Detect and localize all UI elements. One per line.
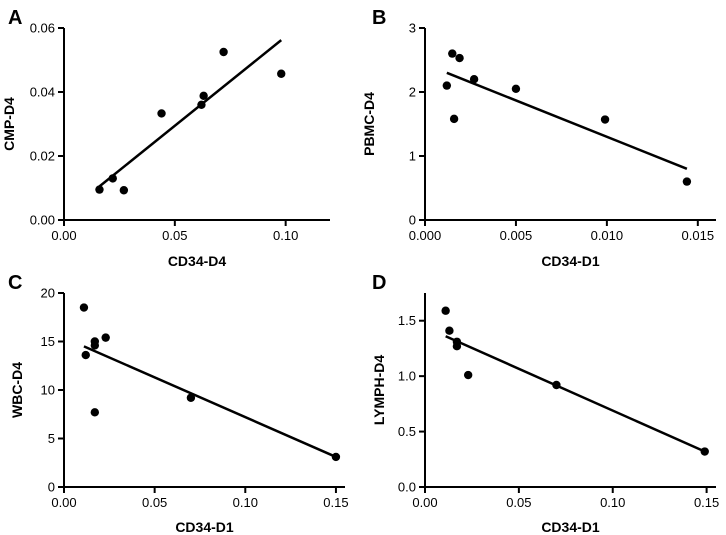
y-tick-label: 0 — [409, 213, 416, 228]
y-tick-label: 1.0 — [398, 369, 416, 384]
x-axis-title: CD34-D4 — [168, 253, 227, 269]
data-point — [91, 408, 99, 416]
panel-a: A 0.00 0.05 0.10 0.00 0.02 0.04 0.06 CD34-D4 CMP-… — [1, 7, 330, 269]
x-tick-label: 0.00 — [51, 228, 76, 243]
x-tick-label: 0.010 — [591, 228, 624, 243]
y-tick-label: 2 — [409, 85, 416, 100]
x-tick-label: 0.005 — [500, 228, 533, 243]
data-point — [109, 174, 117, 182]
regression-line — [84, 346, 336, 457]
y-tick-label: 0.02 — [30, 149, 55, 164]
x-axis-title: CD34-D1 — [541, 519, 600, 535]
x-tick-label: 0.05 — [142, 495, 167, 510]
y-tick-label: 0.00 — [30, 213, 55, 228]
x-axis-title: CD34-D1 — [541, 253, 600, 269]
data-point — [453, 342, 461, 350]
y-tick-label: 10 — [41, 383, 55, 398]
data-point — [701, 447, 709, 455]
y-tick-label: 1.5 — [398, 313, 416, 328]
panel-letter: B — [372, 7, 386, 29]
panel-b: B 0.000 0.005 0.010 0.015 0 1 2 3 CD34-D1 PBMC-D4 — [361, 7, 716, 269]
y-tick-label: 20 — [41, 286, 55, 301]
data-point — [82, 351, 90, 359]
y-tick-label: 5 — [48, 431, 55, 446]
data-point — [187, 394, 195, 402]
data-point — [197, 101, 205, 109]
data-point — [552, 381, 560, 389]
x-tick-label: 0.10 — [273, 228, 298, 243]
y-axis-title: PBMC-D4 — [361, 92, 377, 156]
data-point — [91, 337, 99, 345]
panel-c: C 0.00 0.05 0.10 0.15 0 5 10 15 20 CD34-D1 WBC-D4 — [8, 272, 349, 535]
y-tick-label: 0.0 — [398, 480, 416, 495]
x-tick-label: 0.10 — [600, 495, 625, 510]
x-tick-label: 0.00 — [412, 495, 437, 510]
y-tick-label: 0.04 — [30, 85, 55, 100]
data-point — [683, 177, 691, 185]
figure-canvas: A0.00 0.05 0.100.000.020.040.06CD34-D4CMP-… — [0, 0, 726, 535]
x-tick-label: 0.015 — [682, 228, 715, 243]
data-point — [80, 303, 88, 311]
y-tick-label: 1 — [409, 149, 416, 164]
data-point — [219, 48, 227, 56]
y-tick-label: 3 — [409, 21, 416, 36]
regression-line — [446, 336, 705, 451]
data-point — [443, 81, 451, 89]
x-axis-title: CD34-D1 — [175, 519, 234, 535]
data-point — [277, 70, 285, 78]
panel-letter: A — [8, 7, 22, 29]
y-tick-label: 0.5 — [398, 424, 416, 439]
regression-line — [99, 40, 281, 186]
data-point — [450, 115, 458, 123]
data-point — [441, 307, 449, 315]
data-point — [101, 333, 109, 341]
y-axis-title: WBC-D4 — [9, 362, 25, 418]
y-tick-label: 0.06 — [30, 21, 55, 36]
regression-line — [447, 73, 687, 169]
x-tick-label: 0.05 — [162, 228, 187, 243]
data-point — [512, 85, 520, 93]
y-axis-title: LYMPH-D4 — [371, 355, 387, 425]
data-point — [95, 185, 103, 193]
x-tick-label: 0.000 — [409, 228, 442, 243]
x-tick-label: 0.05 — [506, 495, 531, 510]
data-point — [455, 54, 463, 62]
y-axis-title: CMP-D4 — [1, 97, 17, 151]
data-point — [445, 326, 453, 334]
data-point — [120, 186, 128, 194]
x-tick-label: 0.15 — [694, 495, 719, 510]
x-tick-label: 0.00 — [51, 495, 76, 510]
panel-d: D 0.00 0.05 0.10 0.15 0.0 0.5 1.0 1.5 CD34-D1 LYMP… — [371, 272, 719, 535]
x-tick-label: 0.10 — [233, 495, 258, 510]
panel-letter: C — [8, 272, 22, 294]
data-point — [601, 115, 609, 123]
data-point — [448, 49, 456, 57]
y-tick-label: 0 — [48, 480, 55, 495]
panel-letter: D — [372, 272, 386, 294]
data-point — [332, 453, 340, 461]
data-point — [470, 75, 478, 83]
data-point — [157, 109, 165, 117]
data-point — [199, 92, 207, 100]
x-tick-label: 0.15 — [323, 495, 348, 510]
y-tick-label: 15 — [41, 334, 55, 349]
data-point — [464, 371, 472, 379]
